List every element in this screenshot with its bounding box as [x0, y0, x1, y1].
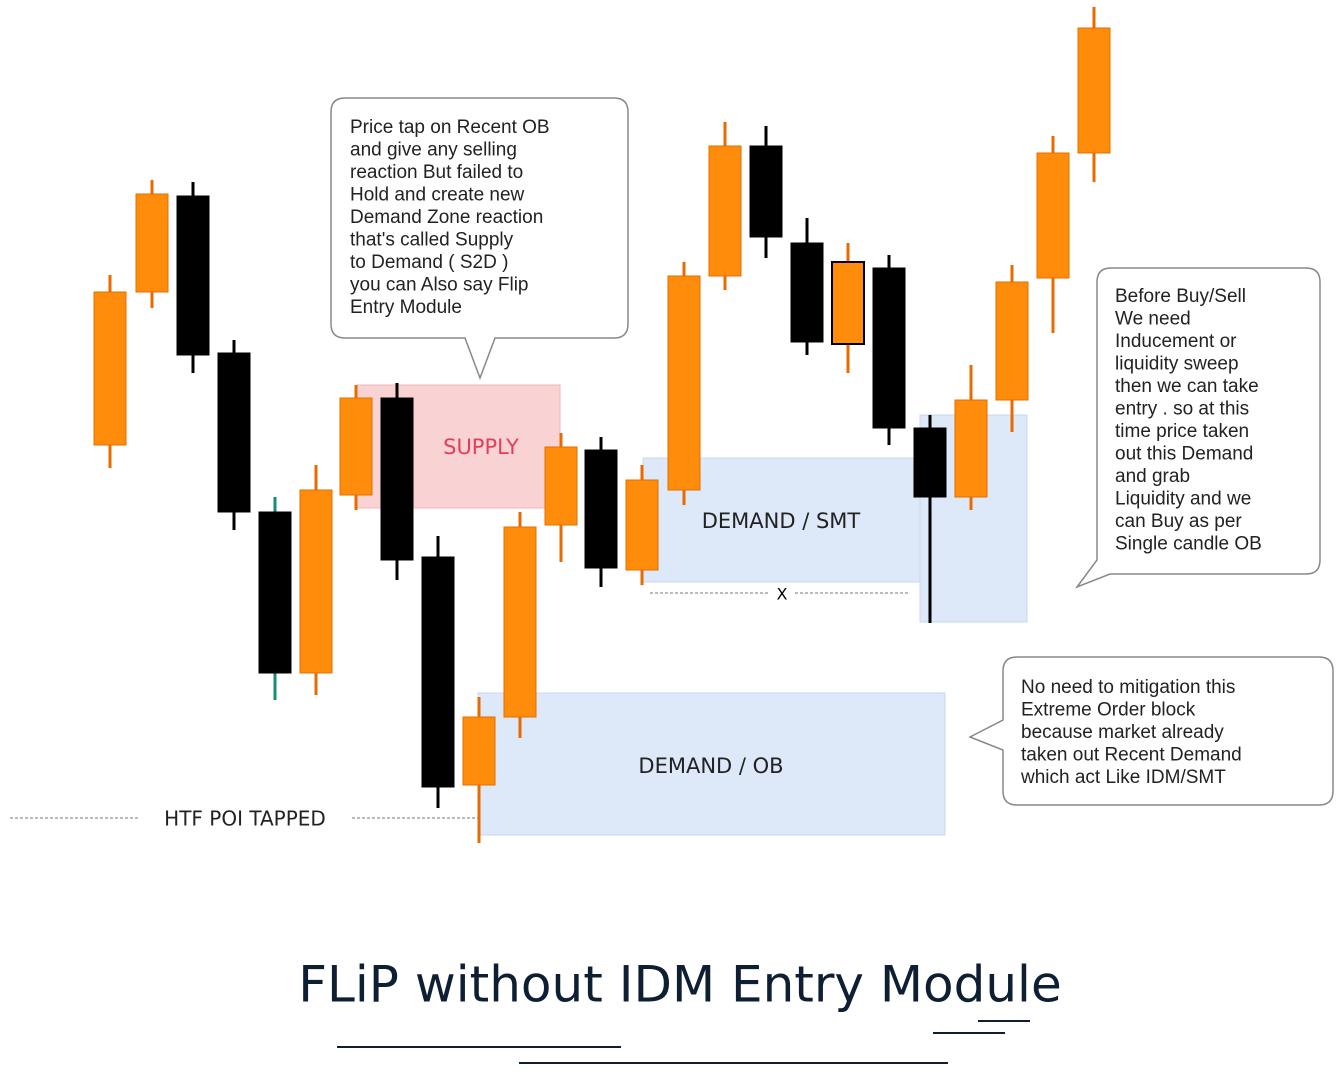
- callout-line: Liquidity and we: [1115, 489, 1251, 510]
- candle-body: [217, 352, 251, 513]
- callout-line: then we can take: [1115, 376, 1259, 397]
- callout-line: We need: [1115, 309, 1191, 330]
- callout-line: Single candle OB: [1115, 534, 1262, 555]
- candle-body: [544, 446, 578, 526]
- candle-body: [913, 427, 947, 498]
- candle-body: [872, 267, 906, 429]
- callout-line: No need to mitigation this: [1021, 677, 1235, 698]
- callout-line: and grab: [1115, 466, 1190, 487]
- callout-line: Entry Module: [350, 297, 462, 318]
- callout-line: and give any selling: [350, 140, 517, 161]
- candle-body: [790, 242, 824, 343]
- candle-body: [503, 526, 537, 718]
- candle-body: [339, 397, 373, 496]
- callout-line: entry . so at this: [1115, 399, 1249, 420]
- callout-line: reaction But failed to: [350, 162, 523, 183]
- underlines: [337, 1020, 1030, 1064]
- callout-line: because market already: [1021, 722, 1224, 743]
- candles: [93, 7, 1111, 843]
- candle-body: [421, 556, 455, 788]
- callout-line: Inducement or: [1115, 331, 1237, 352]
- candle-body: [1077, 27, 1111, 154]
- callout-line: out this Demand: [1115, 444, 1253, 465]
- zone-label: DEMAND / OB: [638, 754, 783, 778]
- candle-body: [954, 399, 988, 498]
- candle-body: [299, 489, 333, 674]
- candle-body: [831, 261, 865, 345]
- candle-body: [584, 449, 618, 569]
- candle-body: [176, 195, 210, 356]
- candle-body: [258, 511, 292, 674]
- candle-body: [749, 145, 783, 238]
- candle-body: [708, 145, 742, 277]
- callout-line: taken out Recent Demand: [1021, 745, 1242, 766]
- callout-line: Extreme Order block: [1021, 700, 1196, 721]
- callout-line: Hold and create new: [350, 185, 525, 206]
- callout-line: time price taken: [1115, 421, 1249, 442]
- callout-line: you can Also say Flip: [350, 275, 528, 296]
- callout-line: that's called Supply: [350, 230, 514, 251]
- candle-body: [135, 193, 169, 293]
- title: FLiP without IDM Entry Module: [298, 956, 1061, 1014]
- callout-line: Demand Zone reaction: [350, 207, 543, 228]
- zone-label: DEMAND / SMT: [702, 509, 861, 533]
- marker-label: X: [777, 585, 788, 604]
- callout-line: which act Like IDM/SMT: [1020, 767, 1226, 788]
- candle-body: [625, 479, 659, 571]
- callout-box: [1074, 267, 1321, 589]
- marker-label: HTF POI TAPPED: [164, 807, 326, 831]
- callout-box: [968, 656, 1334, 806]
- candle-body: [380, 397, 414, 561]
- zone-label: SUPPLY: [443, 435, 519, 459]
- candle-body: [995, 281, 1029, 401]
- callout-box: [330, 97, 629, 381]
- candle-body: [667, 275, 701, 491]
- callout-line: Before Buy/Sell: [1115, 286, 1246, 307]
- candle-body: [93, 291, 127, 446]
- callout-line: can Buy as per: [1115, 511, 1242, 532]
- candle-body: [462, 716, 496, 786]
- candle-body: [1036, 152, 1070, 279]
- callout-line: to Demand ( S2D ): [350, 252, 508, 273]
- callout-line: Price tap on Recent OB: [350, 117, 550, 138]
- demand-ob-zone: [477, 692, 946, 836]
- callout-line: liquidity sweep: [1115, 354, 1239, 375]
